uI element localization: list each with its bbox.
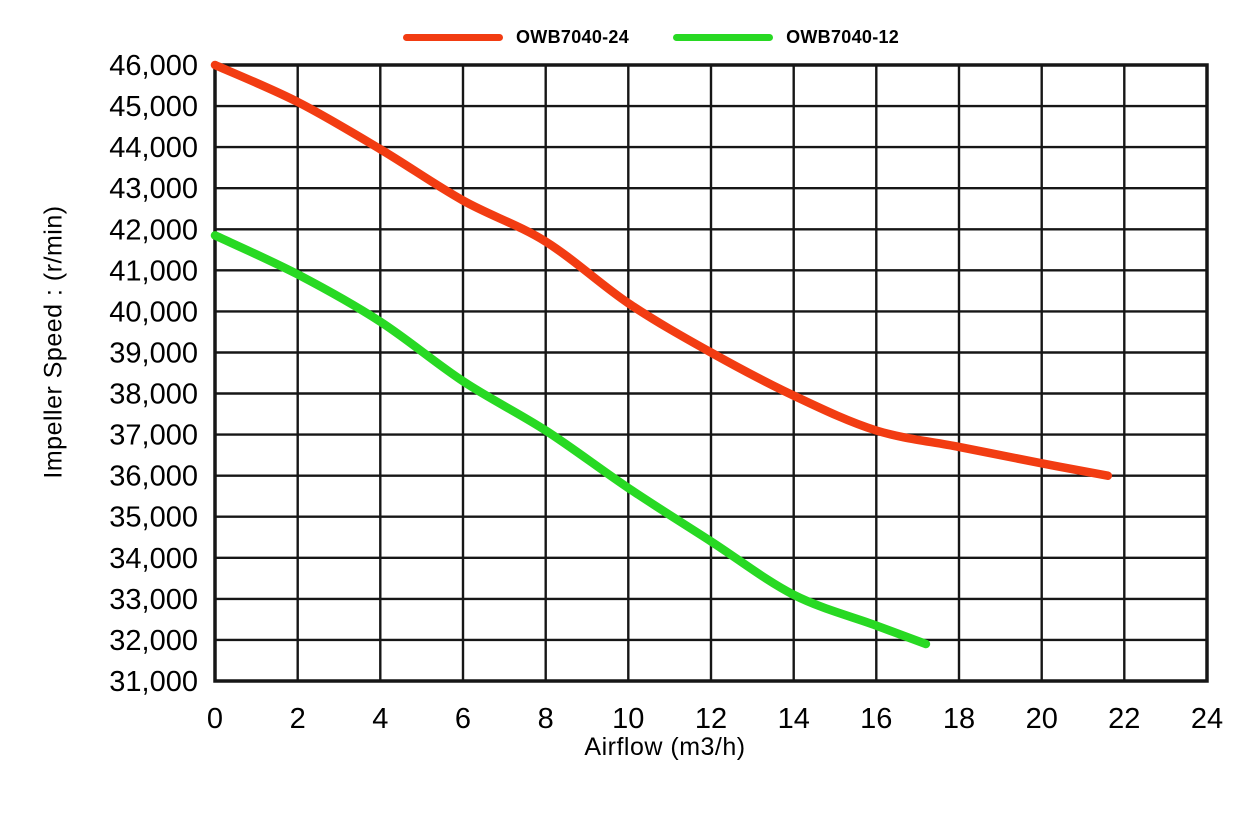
x-axis-title: Airflow (m3/h) xyxy=(584,733,746,761)
x-tick-label: 22 xyxy=(1108,703,1140,735)
series-line-OWB7040-12 xyxy=(210,231,931,649)
y-tick-label: 33,000 xyxy=(109,584,198,616)
x-tick-label: 24 xyxy=(1191,703,1223,735)
y-tick-label: 32,000 xyxy=(109,625,198,657)
series-line-OWB7040-24 xyxy=(210,60,1113,480)
y-tick-label: 36,000 xyxy=(109,461,198,493)
x-tick-label: 20 xyxy=(1026,703,1058,735)
x-tick-label: 6 xyxy=(455,703,471,735)
legend-item-owb7040-12: OWB7040-12 xyxy=(673,27,899,48)
y-tick-label: 45,000 xyxy=(109,91,198,123)
y-tick-label: 35,000 xyxy=(109,502,198,534)
x-tick-label: 10 xyxy=(612,703,644,735)
y-tick-label: 40,000 xyxy=(109,296,198,328)
legend-line-swatch-green xyxy=(673,34,774,41)
x-tick-label: 16 xyxy=(860,703,892,735)
x-tick-label: 14 xyxy=(778,703,810,735)
y-tick-label: 39,000 xyxy=(109,338,198,370)
y-tick-label: 31,000 xyxy=(109,666,198,698)
plot-border xyxy=(213,63,1209,683)
y-tick-label: 43,000 xyxy=(109,173,198,205)
x-tick-label: 4 xyxy=(372,703,388,735)
y-tick-label: 42,000 xyxy=(109,214,198,246)
y-tick-label: 37,000 xyxy=(109,420,198,452)
y-tick-label: 46,000 xyxy=(109,50,198,82)
legend: OWB7040-24 OWB7040-12 xyxy=(403,27,929,48)
legend-item-owb7040-24: OWB7040-24 xyxy=(403,27,629,48)
x-tick-label: 12 xyxy=(695,703,727,735)
legend-line-swatch-red xyxy=(403,34,503,41)
x-tick-label: 0 xyxy=(207,703,223,735)
x-tick-label: 18 xyxy=(943,703,975,735)
y-tick-label: 38,000 xyxy=(109,379,198,411)
x-tick-label: 8 xyxy=(538,703,554,735)
y-tick-label: 34,000 xyxy=(109,543,198,575)
legend-label: OWB7040-24 xyxy=(516,27,630,47)
y-axis-title: Impeller Speed : (r/min) xyxy=(39,205,68,479)
legend-label: OWB7040-12 xyxy=(786,27,900,47)
y-tick-label: 44,000 xyxy=(109,132,198,164)
x-tick-label: 2 xyxy=(290,703,306,735)
y-tick-label: 41,000 xyxy=(109,255,198,287)
